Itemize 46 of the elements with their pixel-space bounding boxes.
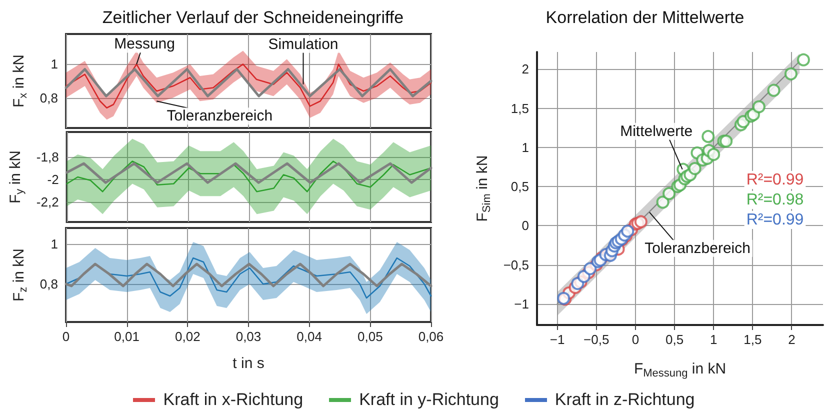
chart-title: Zeitlicher Verlauf der Schneideneingriffe [102, 8, 404, 27]
annotation: Mittelwerte [620, 122, 693, 140]
y-tick-label: 0,8 [40, 90, 58, 106]
annotation: Toleranzbereich [166, 108, 273, 125]
x-tick-label: 0 [632, 332, 640, 347]
y-axis-title: FSim in kN [474, 155, 493, 222]
x-tick-label: 0,05 [358, 329, 383, 344]
annotation: R²=0.99 [746, 212, 804, 228]
y-tick-label: 0,8 [40, 276, 58, 292]
y-tick-label: -2,2 [36, 194, 59, 210]
x-tick-label: 0,06 [418, 329, 444, 344]
legend-label: Kraft in z-Richtung [554, 390, 695, 410]
y-tick-label: −1 [514, 296, 529, 312]
y-tick-label: 1,5 [510, 100, 529, 116]
y-tick-label: -1,8 [36, 149, 59, 164]
x-axis-title: t in s [232, 355, 264, 372]
x-tick-label: −0,5 [584, 332, 610, 347]
y-tick-label: 1 [522, 140, 529, 155]
x-tick-label: 1 [710, 332, 718, 347]
y-tick-label: 1 [50, 56, 58, 72]
x-tick-label: 0,04 [296, 329, 322, 344]
y-tick-label: 1 [50, 236, 58, 252]
annotation: Simulation [268, 36, 338, 53]
y-axis-title: Fy in kN [7, 150, 26, 204]
annotation: R²=0.99 [746, 172, 804, 188]
y-tick-label: 2 [522, 62, 529, 77]
legend-label: Kraft in y-Richtung [359, 390, 499, 410]
x-tick-label: 1,5 [744, 332, 762, 347]
x-tick-label: −1 [550, 332, 565, 347]
y-tick-label: 0 [522, 218, 529, 234]
annotation: Messung [114, 36, 176, 53]
y-axis-title: Fz in kN [10, 248, 30, 302]
legend-label: Kraft in x-Richtung [163, 390, 304, 410]
x-tick-label: 0 [62, 329, 70, 344]
x-tick-label: 0,01 [114, 329, 140, 344]
y-tick-label: -2 [47, 172, 59, 187]
annotation: R²=0.98 [746, 192, 804, 208]
annotation: Toleranzbereich [644, 240, 750, 257]
x-tick-label: 0,03 [236, 329, 262, 344]
y-axis-title: Fx in kN [10, 54, 30, 108]
x-tick-label: 0,02 [175, 329, 200, 344]
y-tick-label: 0,5 [510, 179, 529, 194]
y-tick-label: −0,5 [503, 257, 529, 272]
x-tick-label: 0,5 [665, 332, 684, 347]
x-tick-label: 2 [788, 332, 796, 347]
chart-title: Korrelation der Mittelwerte [546, 8, 744, 27]
